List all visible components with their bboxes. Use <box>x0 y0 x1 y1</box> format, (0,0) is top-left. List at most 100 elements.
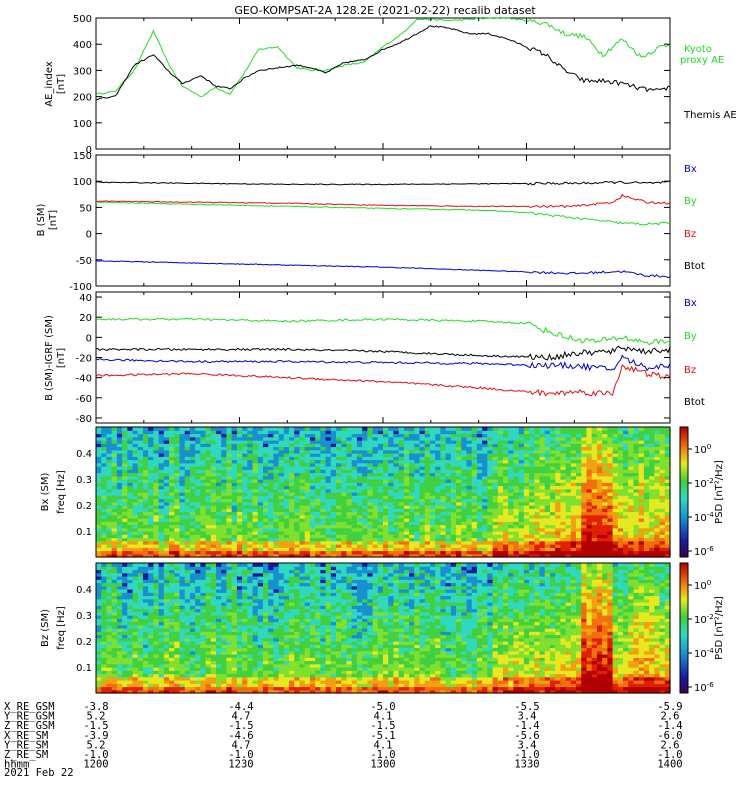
spectrogram-cell <box>513 482 520 487</box>
spectrogram-cell <box>362 479 368 483</box>
spectrogram-cell <box>189 485 196 490</box>
spectrogram-cell <box>429 508 436 513</box>
spectrogram-cell <box>383 453 389 457</box>
spectrogram-cell <box>419 427 426 431</box>
spectrogram-cell <box>268 488 275 493</box>
spectrogram-cell <box>163 446 170 451</box>
spectrogram-cell <box>189 469 196 474</box>
spectrogram-cell <box>174 488 181 493</box>
spectrogram-cell <box>482 479 488 483</box>
spectrogram-cell <box>341 456 348 461</box>
spectrogram-cell <box>419 518 426 522</box>
spectrogram-cell <box>169 521 175 526</box>
spectrogram-cell <box>367 453 374 457</box>
spectrogram-cell <box>497 459 504 464</box>
spectrogram-cell <box>508 469 515 474</box>
spectrogram-cell <box>189 508 196 513</box>
spectrogram-cell <box>252 544 259 548</box>
spectrogram-cell <box>163 436 170 441</box>
spectrogram-cell <box>216 531 222 535</box>
spectrogram-cell <box>216 495 222 500</box>
spectrogram-cell <box>122 492 128 496</box>
spectrogram-cell <box>482 511 488 516</box>
spectrogram-cell <box>148 436 154 441</box>
spectrogram-cell <box>456 485 462 490</box>
spectrogram-cell <box>205 514 212 519</box>
spectrogram-cell <box>158 482 165 487</box>
spectrogram-cell <box>158 472 165 477</box>
spectrogram-cell <box>158 449 165 454</box>
spectrogram-cell <box>221 534 228 539</box>
spectrogram-cell <box>320 443 327 448</box>
spectrogram-cell <box>189 430 196 435</box>
spectrogram-cell <box>367 518 374 522</box>
spectrogram-cell <box>116 563 123 567</box>
spectrogram-cell <box>195 449 201 454</box>
spectrogram-cell <box>189 553 196 558</box>
spectrogram-cell <box>497 540 504 545</box>
spectrogram-cell <box>278 498 285 503</box>
ytick-label: -20 <box>76 354 92 365</box>
spectrogram-cell <box>309 472 316 477</box>
spectrogram-cell <box>471 531 478 535</box>
spectrogram-cell <box>205 453 212 457</box>
spectrogram-cell <box>236 531 243 535</box>
spectrogram-cell <box>205 540 212 545</box>
spectrogram-cell <box>127 534 134 539</box>
spectrogram-cell <box>273 488 280 493</box>
spectrogram-cell <box>383 479 389 483</box>
spectrogram-cell <box>362 495 368 500</box>
spectrogram-cell <box>440 527 447 532</box>
spectrogram-cell <box>158 453 165 457</box>
spectrogram-cell <box>409 449 415 454</box>
spectrogram-cell <box>226 436 233 441</box>
spectrogram-cell <box>482 498 488 503</box>
spectrogram-cell <box>497 446 504 451</box>
spectrogram-cell <box>330 498 337 503</box>
spectrogram-cell <box>169 462 175 467</box>
spectrogram-cell <box>101 550 108 555</box>
spectrogram-cell <box>268 534 275 539</box>
spectrogram-cell <box>268 550 275 555</box>
spectrogram-cell <box>450 553 457 558</box>
spectrogram-cell <box>440 544 447 548</box>
spectrogram-cell <box>508 462 515 467</box>
spectrogram-cell <box>503 440 509 444</box>
spectrogram-cell <box>127 443 134 448</box>
spectrogram-cell <box>278 456 285 461</box>
spectrogram-cell <box>163 550 170 555</box>
spectrogram-cell <box>200 531 207 535</box>
spectrogram-cell <box>278 466 285 470</box>
ytick-label: -60 <box>76 394 92 405</box>
spectrogram-cell <box>205 475 212 480</box>
spectrogram-cell <box>262 443 269 448</box>
spectrogram-cell <box>393 449 400 454</box>
spectrogram-cell <box>216 436 222 441</box>
spectrogram-cell <box>471 534 478 539</box>
spectrogram-cell <box>116 466 123 470</box>
spectrogram-cell <box>294 505 301 509</box>
spectrogram-cell <box>456 469 462 474</box>
spectrogram-cell <box>174 462 181 467</box>
spectrogram-cell <box>320 488 327 493</box>
spectrogram-cell <box>377 479 384 483</box>
spectrogram-cell <box>273 436 280 441</box>
spectrogram-cell <box>304 505 311 509</box>
spectrogram-cell <box>210 514 217 519</box>
spectrogram-cell <box>262 550 269 555</box>
spectrogram-cell <box>273 453 280 457</box>
spectrogram-cell <box>356 505 363 509</box>
spectrogram-cell <box>299 466 306 470</box>
spectrogram-cell <box>132 459 139 464</box>
spectrogram-cell <box>242 440 248 444</box>
spectrogram-cell <box>383 508 389 513</box>
spectrogram-cell <box>179 492 186 496</box>
spectrogram-cell <box>482 446 488 451</box>
spectrogram-cell <box>116 433 123 438</box>
spectrogram-cell <box>377 440 384 444</box>
spectrogram-cell <box>503 488 509 493</box>
spectrogram-cell <box>294 550 301 555</box>
spectrogram-cell <box>221 453 228 457</box>
spectrogram-cell <box>445 550 452 555</box>
